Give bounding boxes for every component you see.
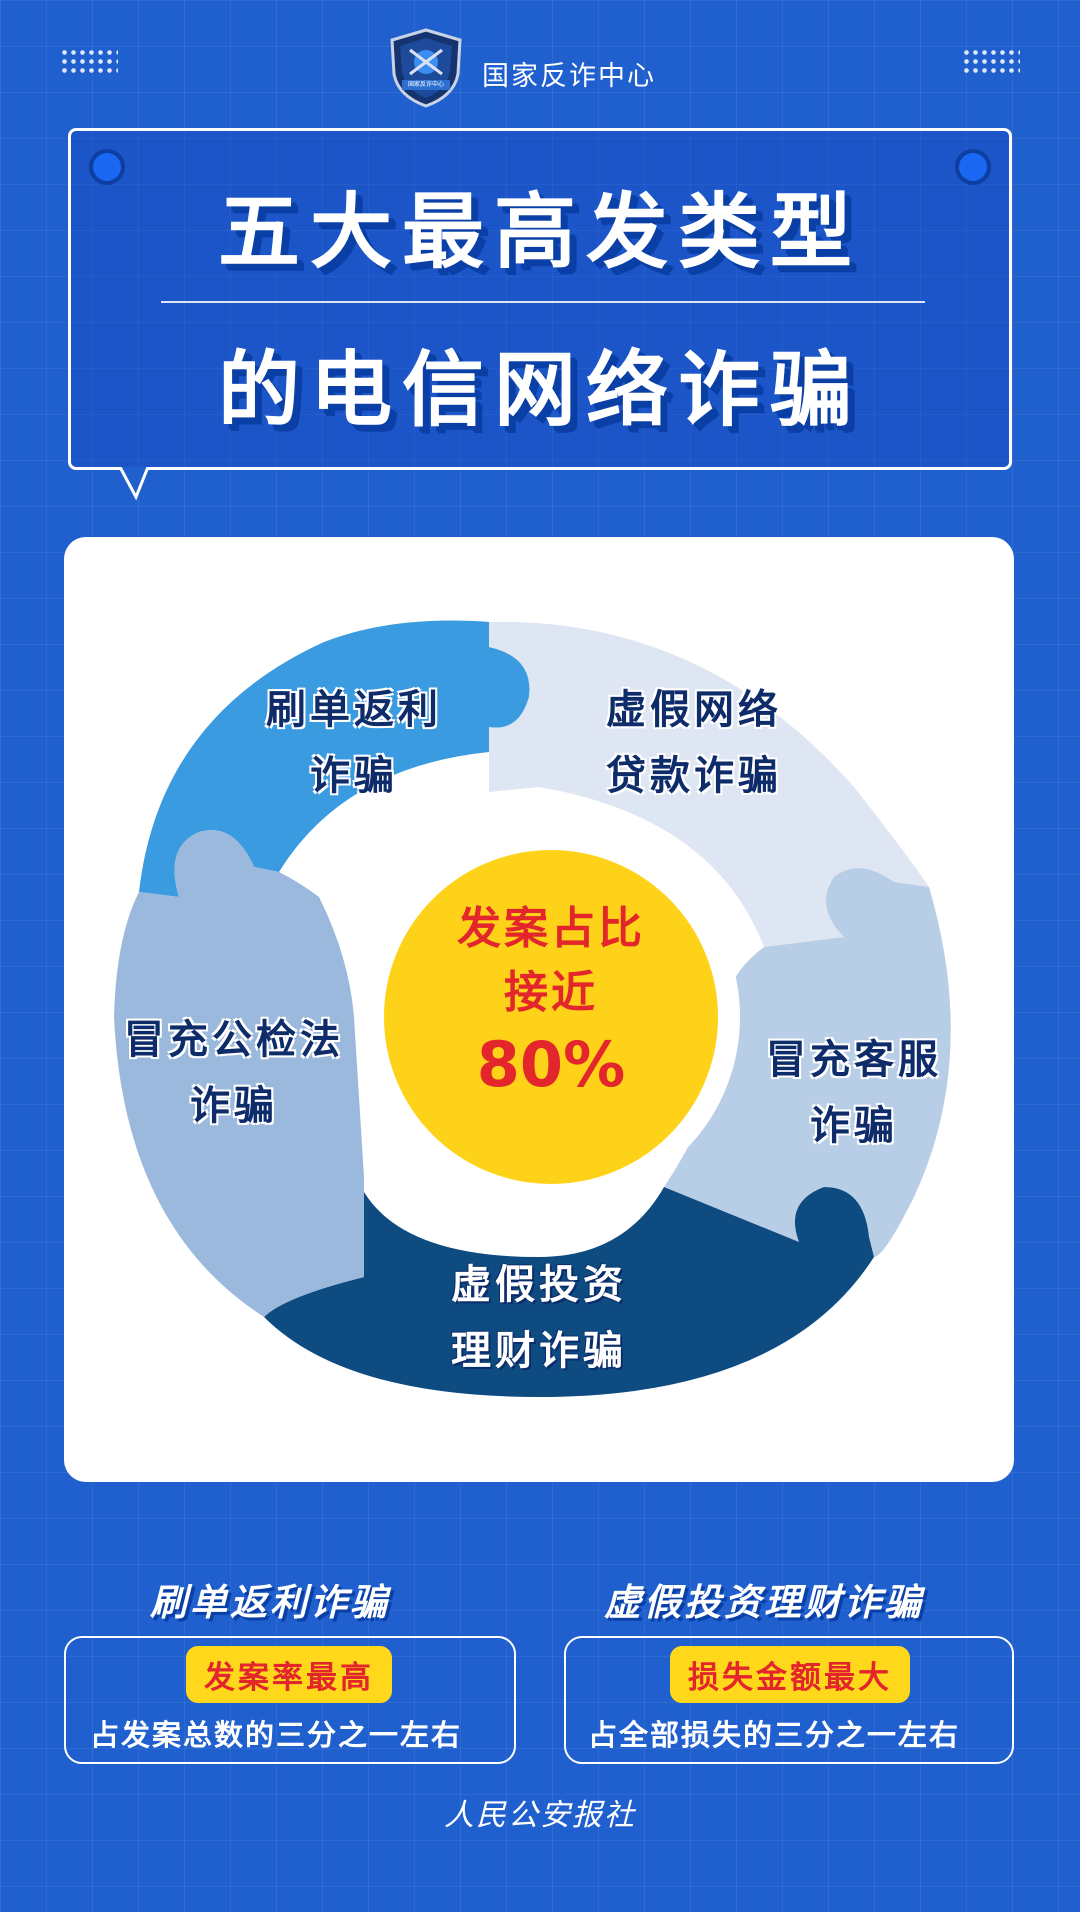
speech-tail (118, 467, 150, 501)
label-top-right-line1: 虚假网络 (606, 687, 782, 733)
police-shield-emblem-icon: 国家反诈中心 (388, 28, 464, 108)
center-circle (362, 828, 740, 1206)
center-value: 80% (476, 1028, 626, 1101)
puzzle-ring (114, 620, 951, 1397)
header: 国家反诈中心 国家反诈中心 (0, 28, 1080, 108)
bottom-right-title: 虚假投资理财诈骗 (604, 1581, 924, 1624)
decorative-dots-right (962, 48, 1020, 76)
bottom-left-title: 刷单返利诈骗 (150, 1581, 390, 1624)
title-line-1: 五大最高发类型 (217, 185, 862, 280)
title-line-2: 的电信网络诈骗 (217, 343, 862, 438)
corner-dot-right (955, 149, 991, 185)
corner-dot-left (89, 149, 125, 185)
label-top-left-line1: 刷单返利 (266, 687, 442, 733)
label-right-line1: 冒充客服 (766, 1037, 942, 1083)
center-line-1: 发案占比 (457, 903, 645, 954)
bottom-right-box: 损失金额最大 占全部损失的三分之一左右 (564, 1636, 1014, 1764)
label-left-line2: 诈骗 (190, 1083, 278, 1129)
bottom-right-text: 占全部损失的三分之一左右 (588, 1718, 961, 1752)
label-right-line2: 诈骗 (810, 1103, 898, 1149)
center-line-2: 接近 (504, 967, 598, 1018)
label-left-line1: 冒充公检法 (124, 1017, 344, 1063)
label-bottom: 虚假投资 理财诈骗 (404, 1252, 674, 1384)
puzzle-piece-top-right (489, 621, 929, 947)
puzzle-piece-top-left (139, 620, 530, 897)
label-bottom-line1: 虚假投资 (451, 1262, 627, 1308)
label-top-left: 刷单返利 诈骗 (244, 677, 464, 809)
puzzle-piece-right (664, 868, 951, 1257)
bottom-right-badge: 损失金额最大 (670, 1646, 910, 1703)
bottom-left-box: 发案率最高 占发案总数的三分之一左右 (64, 1636, 516, 1764)
puzzle-card: 刷单返利 诈骗 虚假网络 贷款诈骗 冒充公检法 诈骗 冒充客服 诈骗 虚假投资 … (64, 537, 1014, 1482)
emblem-text: 国家反诈中心 (407, 81, 444, 88)
title-divider (161, 301, 925, 303)
bottom-left-text: 占发案总数的三分之一左右 (90, 1718, 463, 1752)
footer-credit: 人民公安报社 (444, 1798, 636, 1833)
label-right: 冒充客服 诈骗 (744, 1027, 964, 1159)
title-box: 五大最高发类型 的电信网络诈骗 (68, 128, 1012, 470)
bottom-left-badge: 发案率最高 (186, 1646, 392, 1703)
label-top-right-line2: 贷款诈骗 (606, 753, 782, 799)
label-left: 冒充公检法 诈骗 (114, 1007, 354, 1139)
header-label: 国家反诈中心 (482, 61, 656, 92)
puzzle-piece-left (114, 830, 364, 1317)
label-bottom-line2: 理财诈骗 (451, 1328, 627, 1374)
puzzle-piece-bottom (264, 1159, 874, 1397)
decorative-dots-left (60, 48, 118, 76)
center-text: 发案占比 接近 80% (401, 897, 701, 1105)
label-top-left-line2: 诈骗 (310, 753, 398, 799)
label-top-right: 虚假网络 贷款诈骗 (574, 677, 814, 809)
